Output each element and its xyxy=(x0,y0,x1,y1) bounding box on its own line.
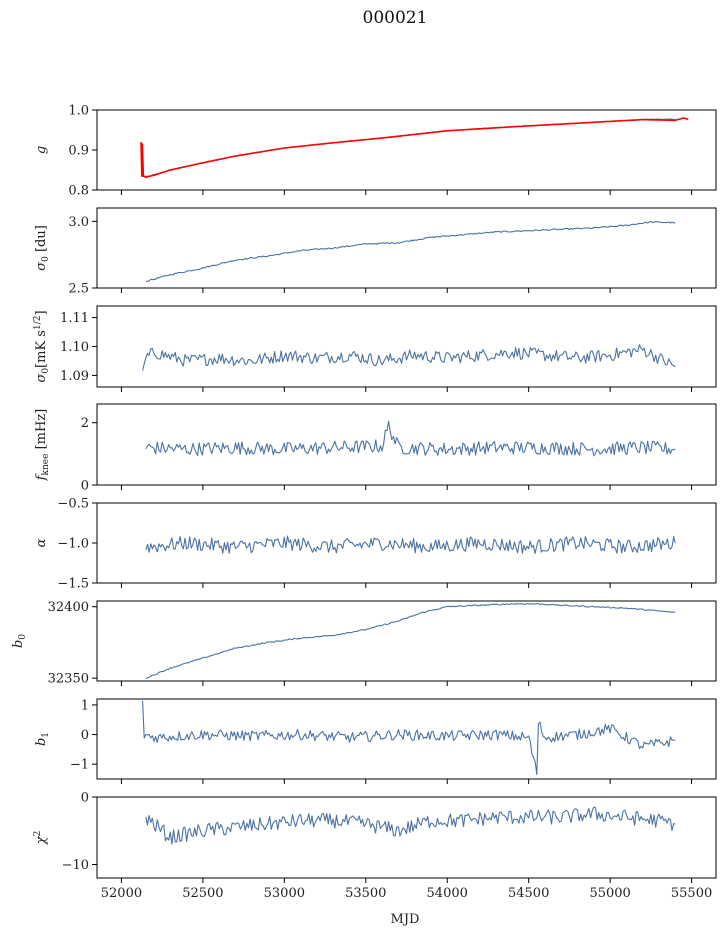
panel-7: −1 0 1 b1 xyxy=(34,698,717,784)
y-axis-label: σ0[mK s1/2] xyxy=(33,310,51,382)
panel-frame xyxy=(96,207,717,289)
series-line xyxy=(145,220,676,282)
x-tick-label: 52000 xyxy=(101,886,142,901)
y-tick-label: 1 xyxy=(81,698,89,713)
y-tick-label: 0.8 xyxy=(68,184,89,199)
panel-6: 32350 32400 b0 xyxy=(11,600,717,687)
y-tick-label: −10 xyxy=(62,858,89,873)
x-tick-label: 53000 xyxy=(264,886,305,901)
panel-frame xyxy=(96,502,717,584)
x-axis-label: MJD xyxy=(391,912,420,927)
series-line xyxy=(145,602,676,679)
series-line xyxy=(145,806,676,845)
series-line xyxy=(140,117,689,178)
y-tick-label: −1.5 xyxy=(57,577,89,592)
x-tick-label: 54500 xyxy=(508,886,549,901)
panel-8: −10 0 52000 52500 53000 53500 54000 54500 55000 5… xyxy=(33,791,717,901)
y-tick-label: 2.5 xyxy=(68,282,89,297)
y-tick-label: 1.0 xyxy=(68,104,89,119)
chart-title: 000021 xyxy=(363,8,428,28)
x-tick-label: 54000 xyxy=(427,886,468,901)
y-tick-label: 1.10 xyxy=(60,340,89,355)
y-tick-label: 1.09 xyxy=(60,369,89,384)
y-axis-label: α xyxy=(34,538,49,547)
series-line xyxy=(140,118,676,177)
series-line xyxy=(142,700,676,776)
panel-frame xyxy=(96,403,717,486)
panel-frame xyxy=(96,796,717,879)
panel-1: 0.8 0.9 1.0 g xyxy=(34,104,717,199)
x-tick-label: 55000 xyxy=(589,886,630,901)
series-line xyxy=(145,420,676,457)
panel-5: −1.5 −1.0 −0.5 α xyxy=(34,497,717,592)
panel-4: 0 2 fknee [mHz] xyxy=(34,403,717,494)
y-tick-label: 2 xyxy=(81,416,89,431)
series-line xyxy=(145,535,676,555)
y-tick-label: 0.9 xyxy=(68,144,89,159)
y-tick-label: 32350 xyxy=(48,672,89,687)
panel-3: 1.09 1.10 1.11 σ0[mK s1/2] xyxy=(33,305,717,392)
x-tick-label: 53500 xyxy=(345,886,386,901)
panel-frame xyxy=(96,305,717,388)
y-tick-label: 0 xyxy=(81,479,89,494)
x-tick-label: 52500 xyxy=(182,886,223,901)
y-axis-label: fknee [mHz] xyxy=(34,409,51,482)
y-axis-label: g xyxy=(34,146,49,154)
panel-frame xyxy=(96,698,717,780)
x-tick-label: 55500 xyxy=(671,886,712,901)
y-tick-label: 0 xyxy=(81,728,89,743)
y-tick-label: 1.11 xyxy=(60,311,89,326)
y-tick-label: 32400 xyxy=(48,600,89,615)
panels: 0.8 0.9 1.0 g 2.5 3.0 σ0 [du] 1.09 1.10 1.11 σ0[mK… xyxy=(11,104,717,901)
y-tick-label: −1 xyxy=(70,758,89,773)
panel-2: 2.5 3.0 σ0 [du] xyxy=(34,207,717,297)
panel-frame xyxy=(96,600,717,682)
y-axis-label: χ2 xyxy=(33,831,49,846)
y-tick-label: −0.5 xyxy=(57,497,89,512)
y-axis-label: b0 xyxy=(11,634,28,648)
y-tick-label: 3.0 xyxy=(68,215,89,230)
y-tick-label: 0 xyxy=(81,791,89,806)
y-axis-label: σ0 [du] xyxy=(34,225,51,271)
panel-frame xyxy=(96,109,717,191)
y-tick-label: −1.0 xyxy=(57,537,89,552)
y-axis-label: b1 xyxy=(34,732,51,746)
series-line xyxy=(142,344,676,371)
